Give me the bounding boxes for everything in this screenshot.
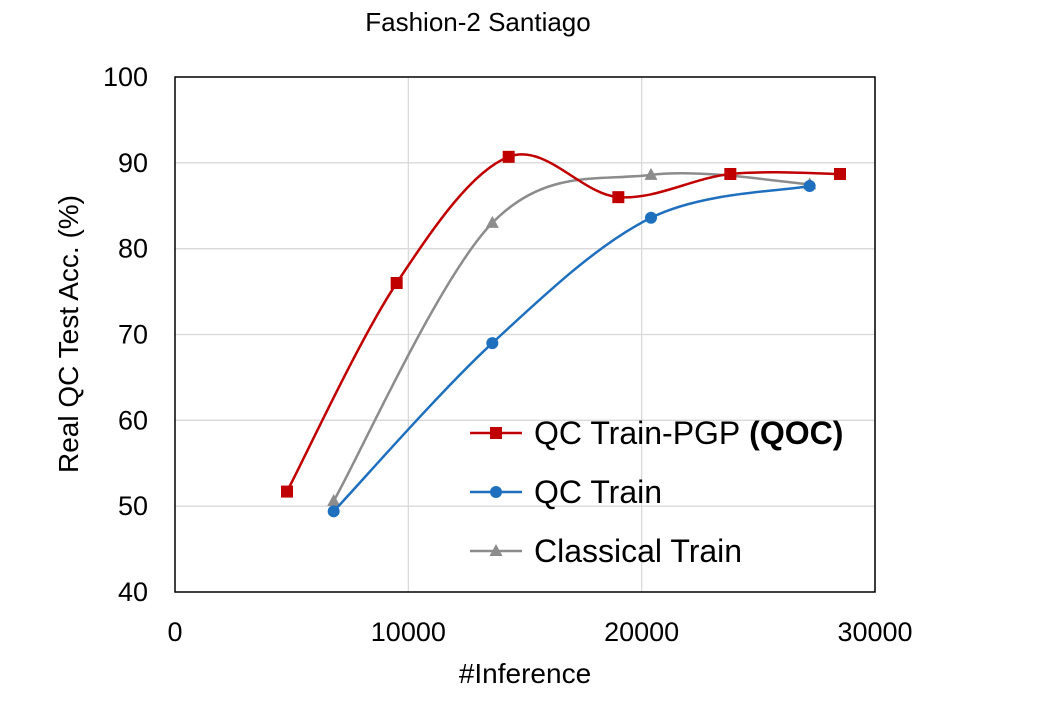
legend-item: Classical Train — [470, 533, 742, 569]
legend-item: QC Train-PGP (QOC) — [470, 415, 843, 451]
x-axis-title: #Inference — [459, 658, 591, 689]
x-tick-label: 10000 — [371, 617, 446, 647]
legend-swatch-marker — [490, 427, 502, 439]
data-point — [502, 150, 515, 163]
y-tick-label: 50 — [118, 491, 148, 521]
y-tick-label: 40 — [118, 577, 148, 607]
chart-title: Fashion-2 Santiago — [365, 7, 590, 37]
series-line — [332, 171, 810, 502]
series-line — [332, 184, 810, 513]
data-point — [612, 191, 625, 204]
data-point — [281, 485, 293, 498]
data-point — [390, 277, 403, 289]
data-point — [803, 180, 816, 193]
data-point — [327, 505, 340, 518]
legend-label: Classical Train — [534, 533, 742, 569]
y-tick-label: 60 — [118, 405, 148, 435]
y-tick-label: 90 — [118, 148, 148, 178]
y-tick-label: 70 — [118, 320, 148, 350]
plot-area-border — [174, 76, 876, 593]
data-point — [724, 167, 737, 180]
legend: QC Train-PGP (QOC) QC Train Classical Trai… — [470, 415, 843, 569]
data-point — [645, 211, 657, 224]
series-layer — [281, 150, 846, 518]
x-tick-labels: 0 10000 20000 30000 — [167, 617, 912, 647]
data-point — [486, 337, 499, 350]
legend-item: QC Train — [470, 474, 662, 510]
data-point — [327, 494, 341, 507]
y-tick-label: 80 — [118, 234, 148, 264]
series-qc-train — [327, 180, 816, 518]
data-point — [485, 215, 499, 228]
series-classical-train — [327, 167, 817, 507]
legend-label: QC Train-PGP (QOC) — [534, 415, 843, 451]
x-tick-label: 20000 — [604, 617, 679, 647]
y-tick-labels: 40 50 60 70 80 90 100 — [103, 62, 148, 607]
x-tick-label: 30000 — [837, 617, 912, 647]
x-tick-label: 0 — [167, 617, 182, 647]
legend-label: QC Train — [534, 474, 662, 510]
legend-swatch-marker — [490, 486, 502, 498]
data-point — [834, 167, 846, 180]
legend-swatch-marker — [489, 544, 503, 556]
series-qc-train-pgp — [281, 150, 846, 498]
y-tick-label: 100 — [103, 62, 148, 92]
data-point — [644, 167, 658, 180]
y-axis-title: Real QC Test Acc. (%) — [53, 195, 84, 473]
